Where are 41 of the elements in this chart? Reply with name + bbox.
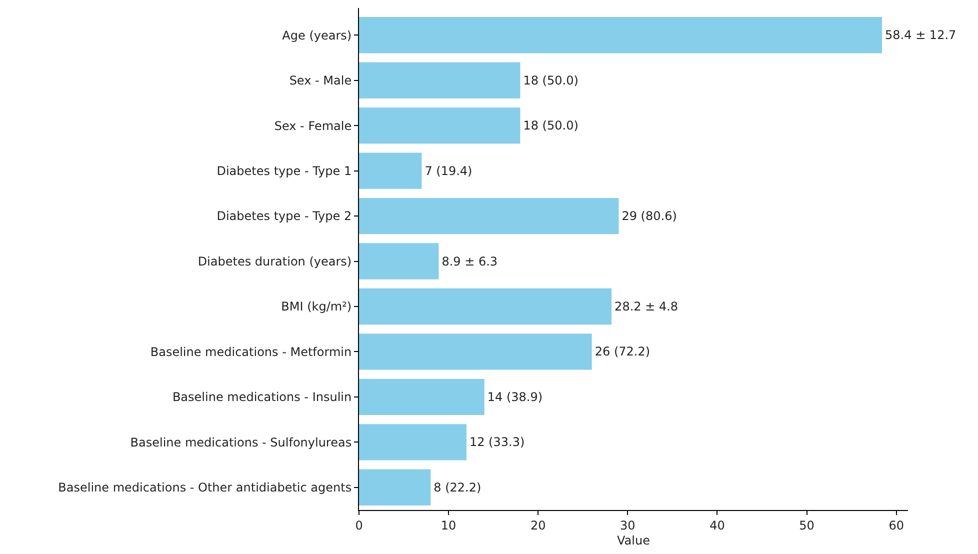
bar: [359, 424, 466, 460]
y-tick-label: Sex - Male: [289, 74, 352, 88]
x-tick-label: 50: [799, 518, 814, 532]
x-tick-label: 30: [620, 518, 636, 532]
data-label: 12 (33.3): [469, 435, 525, 450]
y-tick-label: Baseline medications - Insulin: [172, 390, 352, 404]
y-tick-label: Sex - Female: [274, 118, 352, 133]
bar: [359, 198, 619, 234]
y-tick-label: Diabetes type - Type 1: [216, 164, 352, 178]
data-label: 18 (50.0): [523, 118, 578, 133]
x-tick-label: 10: [440, 518, 456, 532]
data-label: 58.4 ± 12.7: [885, 28, 956, 42]
bar: [359, 152, 422, 189]
bar: [359, 378, 484, 416]
data-label: 18 (50.0): [523, 73, 578, 88]
bar: [359, 108, 520, 144]
x-tick-label: 40: [710, 518, 725, 532]
data-label: 7 (19.4): [424, 164, 472, 178]
y-tick-label: Baseline medications - Metformin: [150, 344, 352, 359]
bar: [359, 243, 439, 280]
y-tick-label: Diabetes duration (years): [198, 254, 352, 268]
bar: [359, 17, 882, 54]
data-label: 8.9 ± 6.3: [442, 254, 498, 268]
y-tick-label: Age (years): [282, 28, 352, 42]
y-tick-label: Baseline medications - Sulfonylureas: [130, 435, 352, 450]
bar: [359, 334, 592, 370]
x-tick-label: 0: [355, 518, 363, 532]
data-label: 29 (80.6): [622, 209, 677, 224]
bar: [359, 62, 520, 98]
y-tick-label: BMI (kg/m²): [281, 300, 352, 314]
y-tick-label: Baseline medications - Other antidiabetic agents: [58, 480, 352, 495]
data-label: 26 (72.2): [594, 344, 650, 359]
y-tick-label: Diabetes type - Type 2: [216, 209, 352, 224]
bar: [359, 288, 612, 325]
data-label: 8 (22.2): [434, 480, 482, 494]
x-tick-label: 60: [888, 518, 904, 532]
x-tick-label: 20: [530, 518, 546, 532]
bar: [359, 469, 431, 506]
x-axis-title: Value: [617, 533, 650, 548]
data-label: 28.2 ± 4.8: [614, 299, 678, 314]
data-label: 14 (38.9): [487, 390, 543, 404]
